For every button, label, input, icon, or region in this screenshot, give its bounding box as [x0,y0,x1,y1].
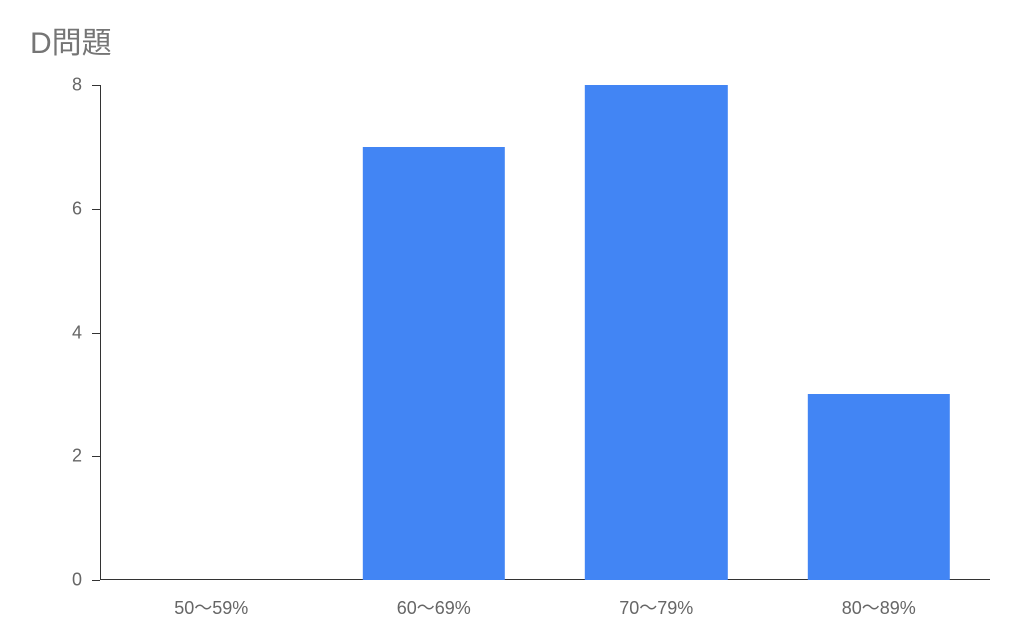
plot-area: 0246850〜59%60〜69%70〜79%80〜89% [100,85,990,580]
bar-slot: 50〜59% [100,85,323,580]
y-tick-label: 0 [22,570,100,591]
x-tick-label: 70〜79% [619,580,693,620]
chart-title: D問題 [30,18,112,62]
x-tick-label: 60〜69% [397,580,471,620]
chart-container: D問題 0246850〜59%60〜69%70〜79%80〜89% [0,0,1024,633]
bar [363,147,505,580]
y-tick-label: 4 [22,322,100,343]
y-tick-label: 6 [22,198,100,219]
y-tick-label: 2 [22,446,100,467]
x-tick-label: 50〜59% [174,580,248,620]
bar-slot: 60〜69% [323,85,546,580]
bar-slot: 70〜79% [545,85,768,580]
y-tick-label: 8 [22,75,100,96]
x-tick-label: 80〜89% [842,580,916,620]
bar [585,85,727,580]
bars-group: 50〜59%60〜69%70〜79%80〜89% [100,85,990,580]
bar [808,394,950,580]
bar-slot: 80〜89% [768,85,991,580]
